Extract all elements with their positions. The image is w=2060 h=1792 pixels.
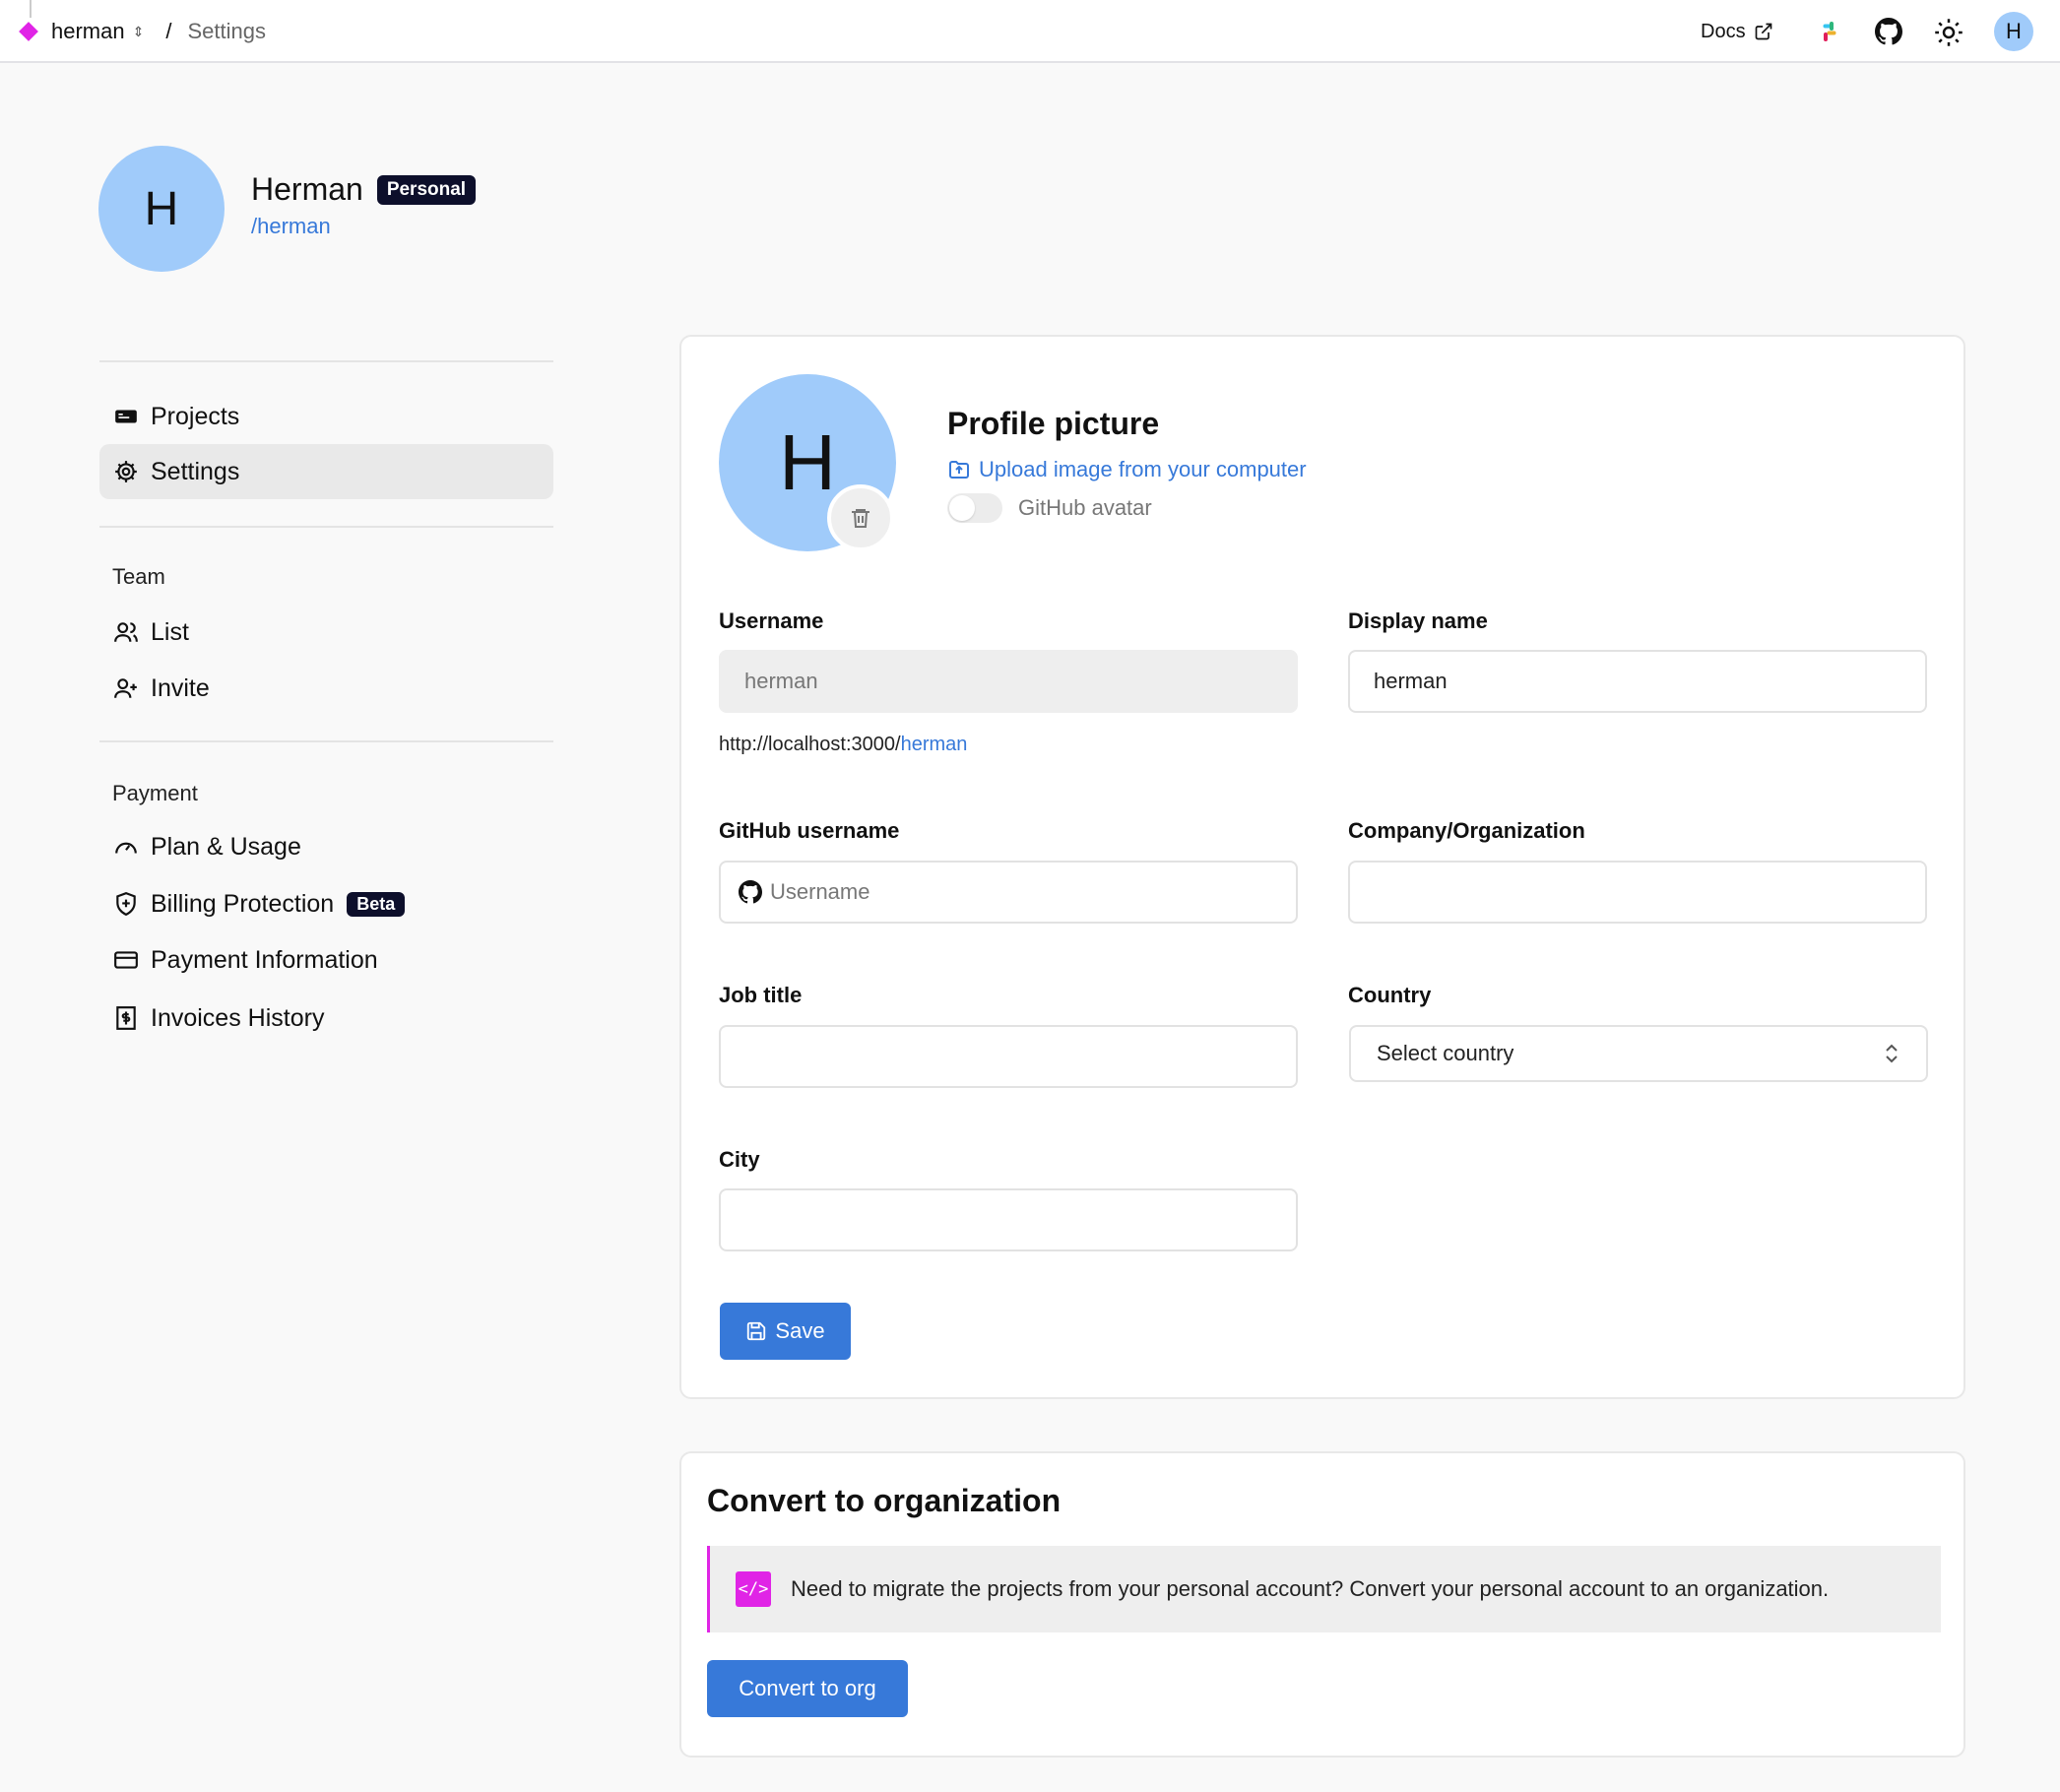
sidebar-item-label: Projects [151,402,240,430]
sun-icon[interactable] [1934,18,1963,47]
sidebar-item-payment-information[interactable]: Payment Information [99,932,553,988]
display-name-value: herman [1374,669,1448,693]
github-username-label: GitHub username [719,818,900,843]
github-icon [739,880,762,904]
job-title-input[interactable] [719,1025,1298,1088]
sidebar-item-projects[interactable]: Projects [99,389,553,444]
upload-label: Upload image from your computer [979,457,1307,481]
projects-icon [115,410,137,423]
beta-badge: Beta [347,891,406,917]
sidebar-item-label: List [151,617,189,646]
github-avatar-toggle[interactable] [947,493,1002,523]
username-value: herman [744,669,818,693]
credit-card-icon [114,951,138,969]
workspace-switcher[interactable]: herman ⇕ / Settings [19,18,266,45]
divider [30,0,32,18]
convert-title: Convert to organization [707,1483,1062,1518]
docs-link[interactable]: Docs [1701,18,1773,45]
github-icon[interactable] [1875,18,1902,45]
users-icon [114,622,138,642]
breadcrumb-separator: / [165,19,172,43]
github-avatar-label: GitHub avatar [1018,495,1152,520]
sidebar-item-billing-protection[interactable]: Billing Protection Beta [99,876,553,931]
profile-picture-title: Profile picture [947,406,1160,441]
divider [99,360,553,362]
save-label: Save [775,1318,825,1343]
job-title-label: Job title [719,983,803,1007]
upload-image-link[interactable]: Upload image from your computer [947,457,1307,482]
city-label: City [719,1147,760,1172]
sidebar-item-invoices-history[interactable]: Invoices History [99,991,553,1046]
sidebar-item-list[interactable]: List [99,605,553,660]
company-input[interactable] [1348,861,1927,924]
divider [99,526,553,528]
sidebar-item-plan-usage[interactable]: Plan & Usage [99,819,553,874]
avatar-initial: H [144,182,179,235]
profile-name: Herman [251,171,363,207]
sidebar-item-label: Settings [151,457,240,485]
save-button[interactable]: Save [720,1303,851,1360]
trash-icon [852,509,869,528]
github-avatar-toggle-row: GitHub avatar [947,493,1152,523]
sidebar-item-invite[interactable]: Invite [99,661,553,716]
sidebar-item-label: Invite [151,673,210,702]
country-value: Select country [1377,1041,1514,1065]
divider [99,740,553,742]
convert-button-label: Convert to org [739,1676,876,1700]
gauge-icon [115,842,137,854]
avatar-initial: H [779,418,836,506]
save-icon [747,1321,766,1341]
display-name-label: Display name [1348,608,1488,633]
profile-handle[interactable]: /herman [251,214,331,238]
chevron-up-down-icon [1886,1044,1898,1063]
github-username-input[interactable]: Username [719,861,1298,924]
folder-upload-icon [949,461,969,479]
profile-url: http://localhost:3000/herman [719,734,967,756]
user-plus-icon [114,678,137,698]
url-user[interactable]: herman [900,734,968,755]
brand-diamond-icon [19,22,38,41]
sidebar-item-label: Invoices History [151,1003,325,1032]
username-input[interactable]: herman [719,650,1298,713]
url-prefix: http://localhost:3000/ [719,734,901,755]
country-select[interactable]: Select country [1349,1025,1928,1082]
user-avatar[interactable]: H [1994,12,2033,51]
company-label: Company/Organization [1348,818,1585,843]
delete-picture-button[interactable] [827,484,894,551]
section-heading-team: Team [112,564,165,589]
city-input[interactable] [719,1188,1298,1251]
sidebar-item-label: Plan & Usage [151,832,301,861]
sidebar-item-label: Payment Information [151,945,378,974]
sidebar-item-label: Billing Protection [151,889,335,918]
profile-avatar: H [98,146,225,272]
shield-plus-icon [116,892,136,917]
country-label: Country [1348,983,1432,1007]
code-icon: </> [736,1571,771,1607]
github-username-placeholder: Username [770,879,870,904]
slack-icon[interactable] [1817,20,1840,43]
display-name-input[interactable]: herman [1348,650,1927,713]
top-bar: herman ⇕ / Settings Docs H [0,0,2060,63]
avatar-initial: H [2006,19,2022,43]
profile-card: H Profile picture Upload image from your… [679,335,1965,1399]
convert-to-org-button[interactable]: Convert to org [707,1660,908,1717]
docs-label: Docs [1701,20,1746,42]
external-link-icon [1755,23,1771,40]
breadcrumb-current: Settings [187,19,266,43]
convert-card: Convert to organization </> Need to migr… [679,1451,1965,1758]
sidebar-item-settings[interactable]: Settings [99,444,553,499]
section-heading-payment: Payment [112,781,198,805]
workspace-name: herman [51,19,125,43]
convert-callout: </> Need to migrate the projects from yo… [707,1546,1941,1632]
chevron-up-down-icon: ⇕ [132,23,145,39]
receipt-icon [116,1006,136,1030]
username-label: Username [719,608,824,633]
convert-message: Need to migrate the projects from your p… [791,1576,1830,1601]
profile-header: Herman Personal [251,171,477,208]
gear-icon [115,461,137,482]
personal-badge: Personal [376,174,477,205]
